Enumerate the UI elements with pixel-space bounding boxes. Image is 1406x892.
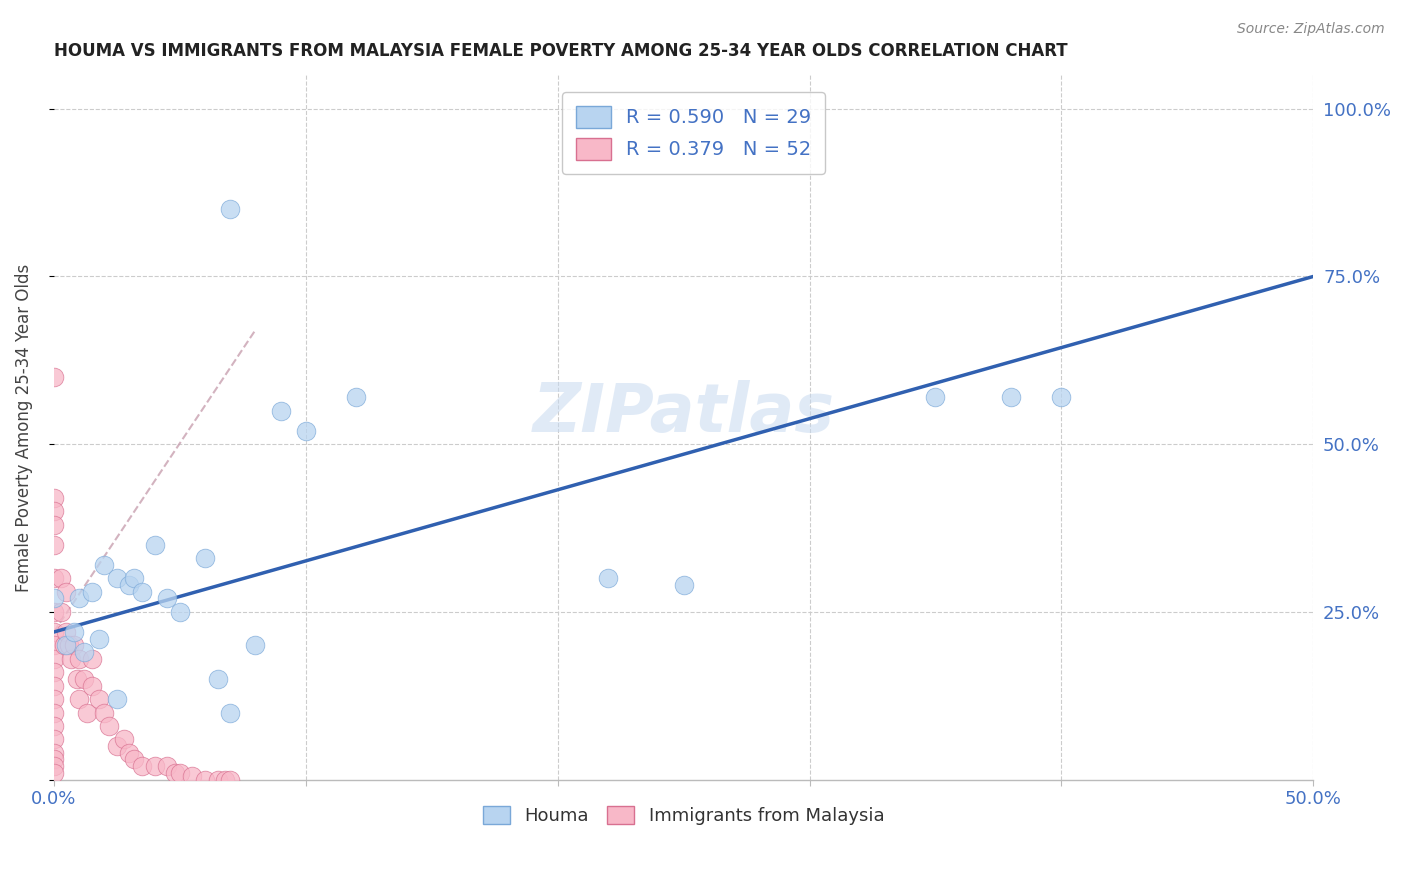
Point — [112, 732, 135, 747]
Point — [42, 370, 65, 384]
Point — [42, 491, 65, 505]
Point — [89, 632, 111, 646]
Point — [42, 746, 65, 760]
Point — [73, 672, 96, 686]
Point — [118, 746, 141, 760]
Point — [42, 706, 65, 720]
Point — [93, 706, 115, 720]
Point — [42, 692, 65, 706]
Point — [207, 772, 229, 787]
Point — [42, 504, 65, 518]
Point — [294, 424, 316, 438]
Point — [55, 639, 77, 653]
Point — [80, 679, 103, 693]
Point — [143, 759, 166, 773]
Point — [42, 732, 65, 747]
Point — [63, 639, 86, 653]
Point — [76, 706, 98, 720]
Point — [194, 772, 217, 787]
Point — [73, 645, 96, 659]
Point — [67, 692, 90, 706]
Point — [51, 605, 73, 619]
Point — [105, 692, 128, 706]
Point — [52, 639, 75, 653]
Point — [156, 591, 179, 606]
Text: Source: ZipAtlas.com: Source: ZipAtlas.com — [1237, 22, 1385, 37]
Text: HOUMA VS IMMIGRANTS FROM MALAYSIA FEMALE POVERTY AMONG 25-34 YEAR OLDS CORRELATI: HOUMA VS IMMIGRANTS FROM MALAYSIA FEMALE… — [53, 42, 1067, 60]
Point — [219, 772, 242, 787]
Point — [65, 672, 87, 686]
Point — [156, 759, 179, 773]
Point — [219, 706, 242, 720]
Point — [42, 538, 65, 552]
Point — [219, 202, 242, 217]
Point — [124, 752, 146, 766]
Point — [1000, 390, 1022, 404]
Point — [42, 517, 65, 532]
Point — [194, 551, 217, 566]
Point — [58, 639, 80, 653]
Point — [42, 591, 65, 606]
Point — [105, 739, 128, 753]
Point — [163, 765, 186, 780]
Point — [42, 679, 65, 693]
Point — [42, 665, 65, 680]
Point — [344, 390, 367, 404]
Point — [131, 759, 153, 773]
Point — [67, 652, 90, 666]
Point — [80, 584, 103, 599]
Point — [270, 403, 292, 417]
Point — [63, 625, 86, 640]
Point — [105, 571, 128, 585]
Point — [672, 578, 695, 592]
Point — [143, 538, 166, 552]
Point — [42, 625, 65, 640]
Point — [42, 719, 65, 733]
Point — [98, 719, 121, 733]
Point — [93, 558, 115, 572]
Point — [42, 652, 65, 666]
Point — [596, 571, 619, 585]
Legend: Houma, Immigrants from Malaysia: Houma, Immigrants from Malaysia — [474, 797, 893, 834]
Text: ZIPatlas: ZIPatlas — [533, 380, 835, 446]
Point — [42, 752, 65, 766]
Point — [118, 578, 141, 592]
Point — [124, 571, 146, 585]
Point — [42, 571, 65, 585]
Point — [131, 584, 153, 599]
Point — [169, 765, 191, 780]
Point — [55, 625, 77, 640]
Point — [51, 571, 73, 585]
Point — [1050, 390, 1073, 404]
Point — [169, 605, 191, 619]
Point — [245, 639, 267, 653]
Point — [181, 769, 204, 783]
Point — [207, 672, 229, 686]
Point — [55, 584, 77, 599]
Point — [80, 652, 103, 666]
Point — [42, 759, 65, 773]
Y-axis label: Female Poverty Among 25-34 Year Olds: Female Poverty Among 25-34 Year Olds — [15, 263, 32, 591]
Point — [60, 652, 83, 666]
Point — [42, 639, 65, 653]
Point — [214, 772, 236, 787]
Point — [89, 692, 111, 706]
Point — [924, 390, 946, 404]
Point — [67, 591, 90, 606]
Point — [42, 765, 65, 780]
Point — [42, 605, 65, 619]
